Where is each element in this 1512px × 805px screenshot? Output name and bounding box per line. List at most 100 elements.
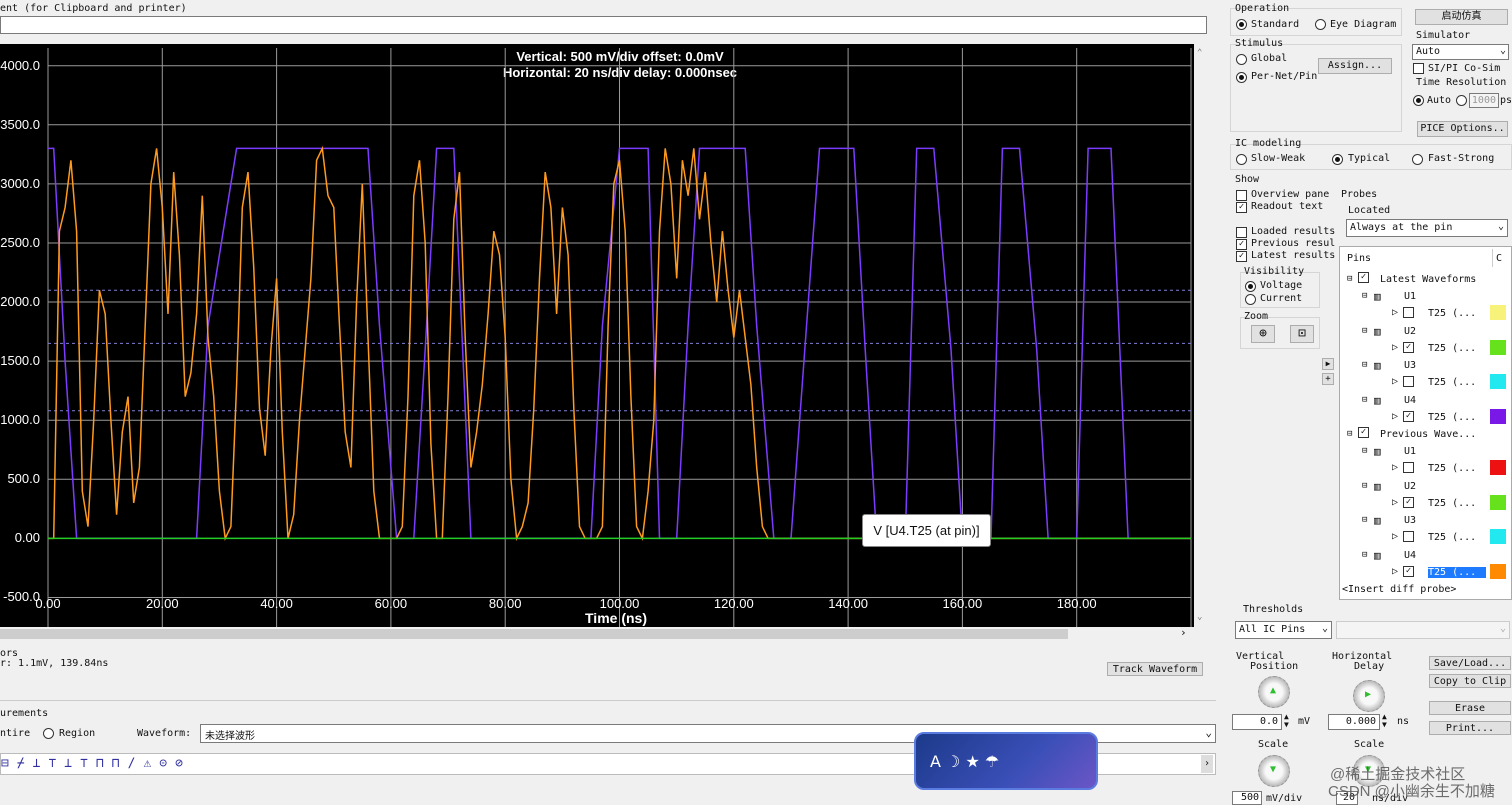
auto-res-radio[interactable]	[1413, 95, 1424, 106]
pin-checkbox[interactable]: ✓	[1403, 496, 1414, 508]
typical-radio[interactable]	[1332, 154, 1343, 165]
latest-results-checkbox[interactable]: ✓	[1236, 251, 1247, 262]
scroll-right-icon[interactable]: ›	[1180, 626, 1187, 639]
color-swatch[interactable]	[1490, 494, 1506, 510]
part-label: U1	[1404, 446, 1417, 457]
located-select[interactable]: Always at the pin ⌄	[1346, 219, 1508, 237]
hdelay-spinner-icon[interactable]: ▲ ▼	[1382, 712, 1387, 729]
expand-icon[interactable]: ▶	[1322, 358, 1334, 370]
color-swatch[interactable]	[1490, 408, 1506, 424]
pice-options-button[interactable]: PICE Options..	[1417, 121, 1508, 137]
insert-diff-probe[interactable]: <Insert diff probe>	[1342, 584, 1457, 595]
color-swatch[interactable]	[1490, 374, 1506, 389]
collapse-icon[interactable]: ⊟	[1362, 446, 1368, 456]
y-tick-label: 1500.0	[0, 353, 40, 369]
collapse-icon[interactable]: ⊟	[1362, 549, 1368, 560]
hdelay-input[interactable]: 0.000	[1328, 714, 1380, 730]
vscale-input[interactable]: 500	[1232, 791, 1262, 805]
scroll-up-icon[interactable]: ⌃	[1197, 48, 1203, 58]
collapse-icon[interactable]: ⊟	[1362, 325, 1368, 336]
start-simulation-button[interactable]: 启动仿真	[1415, 9, 1508, 25]
global-radio[interactable]	[1236, 54, 1247, 65]
pin-label: T25 (...	[1428, 532, 1477, 543]
simulator-select[interactable]: Auto ⌄	[1412, 44, 1509, 60]
collapse-icon[interactable]: ⊟	[1362, 394, 1368, 405]
scrollbar-thumb[interactable]	[0, 629, 1068, 639]
fast-strong-radio[interactable]	[1412, 154, 1423, 165]
comment-input[interactable]	[0, 16, 1207, 34]
vscale-knob[interactable]: ▼	[1258, 755, 1290, 787]
x-tick-label: 100.00	[599, 596, 640, 611]
color-swatch[interactable]	[1490, 563, 1506, 579]
toolbar-scroll-icon[interactable]: ›	[1201, 755, 1213, 773]
latest-group-checkbox[interactable]: ✓	[1358, 272, 1369, 283]
probe-tree[interactable]: Pins C ⊟ ✓ Latest Waveforms ⊟ ▥ U1 ▷ T25 (..…	[1339, 246, 1512, 600]
save-load-button[interactable]: Save/Load...	[1429, 656, 1511, 670]
current-radio[interactable]	[1245, 294, 1256, 305]
horizontal-scrollbar[interactable]: ›	[0, 626, 1194, 641]
collapse-icon[interactable]: ⊟	[1347, 274, 1353, 284]
pin-checkbox[interactable]	[1403, 462, 1414, 473]
collapse-icon[interactable]: ⊟	[1362, 515, 1368, 525]
measurement-tool-icons[interactable]: ⊟⌿⊥⊤⊥⊤⊓⊓∕⚠⊝⊘	[1, 756, 191, 771]
collapse-icon[interactable]: ⊟	[1362, 480, 1368, 491]
pin-checkbox[interactable]	[1403, 307, 1414, 318]
waveform-series-0	[48, 147, 1191, 540]
ic-modeling-title: IC modeling	[1235, 138, 1302, 149]
slow-weak-radio[interactable]	[1236, 154, 1247, 165]
threshold-detail-select[interactable]: ⌄	[1336, 621, 1510, 639]
pin-driver-icon: ▷	[1392, 496, 1399, 508]
color-swatch[interactable]	[1490, 529, 1506, 544]
color-swatch[interactable]	[1490, 339, 1506, 355]
loaded-results-checkbox[interactable]	[1236, 227, 1247, 238]
scroll-down-icon[interactable]: ⌄	[1197, 612, 1203, 622]
voltage-radio[interactable]	[1245, 281, 1256, 292]
waveform-canvas	[47, 48, 1192, 627]
pin-label: T25 (...	[1428, 463, 1477, 474]
waveform-plot[interactable]: Vertical: 500 mV/div offset: 0.0mV Horiz…	[0, 44, 1194, 627]
print-button[interactable]: Print...	[1429, 721, 1511, 735]
entire-label[interactable]: ntire	[0, 728, 31, 739]
fast-strong-label: Fast-Strong	[1428, 153, 1495, 164]
vpos-knob[interactable]: ▲	[1258, 676, 1290, 708]
region-radio[interactable]	[43, 728, 54, 739]
overview-checkbox[interactable]	[1236, 190, 1247, 201]
hdelay-knob[interactable]: ▶	[1353, 680, 1385, 712]
collapse-icon[interactable]: ⊟	[1347, 429, 1353, 439]
color-swatch[interactable]	[1490, 460, 1506, 475]
manual-res-radio[interactable]	[1456, 95, 1467, 106]
color-swatch[interactable]	[1490, 305, 1506, 320]
collapse-icon[interactable]: ⊟	[1362, 291, 1368, 301]
add-icon[interactable]: +	[1322, 373, 1334, 385]
vertical-scrollbar[interactable]: ⌃ ⌄	[1196, 44, 1208, 627]
vscale-value: 500	[1240, 792, 1259, 803]
per-net-radio[interactable]	[1236, 72, 1247, 83]
vpos-input[interactable]: 0.0	[1232, 714, 1282, 730]
thresholds-select[interactable]: All IC Pins ⌄	[1235, 621, 1332, 639]
assign-button[interactable]: Assign...	[1318, 58, 1392, 74]
vpos-spinner-icon[interactable]: ▲ ▼	[1284, 712, 1289, 729]
probe-tooltip: V [U4.T25 (at pin)]	[862, 514, 991, 547]
copy-to-clip-button[interactable]: Copy to Clip	[1429, 674, 1511, 688]
pin-checkbox[interactable]: ✓	[1403, 410, 1414, 422]
eye-diagram-radio[interactable]	[1315, 19, 1326, 30]
track-waveform-button[interactable]: Track Waveform	[1107, 662, 1203, 676]
previous-group-checkbox[interactable]: ✓	[1358, 427, 1369, 438]
pin-checkbox[interactable]	[1403, 376, 1414, 387]
cursor-readout: r: 1.1mV, 139.84ns	[0, 658, 109, 669]
pin-checkbox[interactable]: ✓	[1403, 341, 1414, 353]
collapse-icon[interactable]: ⊟	[1362, 360, 1368, 370]
pin-checkbox[interactable]: ✓	[1403, 565, 1414, 577]
pin-checkbox[interactable]	[1403, 531, 1414, 542]
waveform-select-value: 未选择波形	[205, 731, 255, 742]
erase-button[interactable]: Erase	[1429, 701, 1511, 715]
music-widget[interactable]: A ☽ ★ ☂	[914, 732, 1098, 790]
previous-results-checkbox[interactable]: ✓	[1236, 239, 1247, 250]
standard-radio[interactable]	[1236, 19, 1247, 30]
zoom-fit-icon[interactable]: ⊡	[1290, 325, 1314, 343]
cosim-checkbox[interactable]	[1413, 63, 1424, 74]
zoom-in-icon[interactable]: ⊕	[1251, 325, 1275, 343]
res-ps-input[interactable]: 1000	[1469, 93, 1499, 108]
readout-checkbox[interactable]: ✓	[1236, 202, 1247, 213]
hscale-knob[interactable]: ▼	[1353, 755, 1385, 787]
